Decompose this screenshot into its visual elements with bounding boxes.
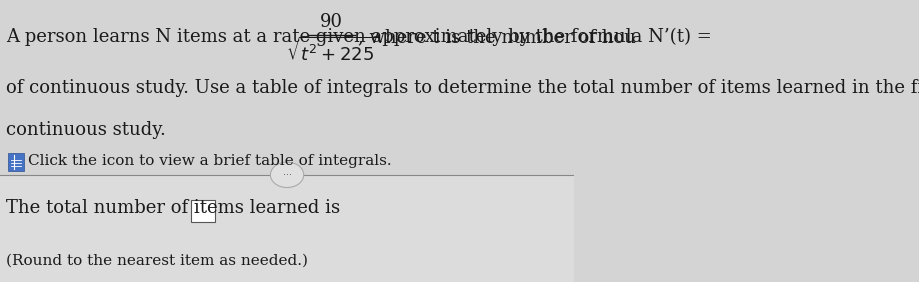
Text: A person learns N items at a rate given approximately by the formula N’(t) =: A person learns N items at a rate given … <box>6 28 717 47</box>
Text: continuous study.: continuous study. <box>6 121 165 139</box>
Text: , where t is the number of hou: , where t is the number of hou <box>357 28 635 46</box>
Text: (Round to the nearest item as needed.): (Round to the nearest item as needed.) <box>6 254 308 268</box>
Text: ···: ··· <box>282 170 291 180</box>
Text: $\sqrt{t^2+225}$: $\sqrt{t^2+225}$ <box>286 37 378 65</box>
Ellipse shape <box>270 162 303 188</box>
FancyBboxPatch shape <box>191 200 215 222</box>
FancyBboxPatch shape <box>0 0 573 175</box>
FancyBboxPatch shape <box>0 175 573 282</box>
FancyBboxPatch shape <box>8 153 24 171</box>
Text: of continuous study. Use a table of integrals to determine the total number of i: of continuous study. Use a table of inte… <box>6 79 919 97</box>
Text: Click the icon to view a brief table of integrals.: Click the icon to view a brief table of … <box>28 154 391 168</box>
Text: 90: 90 <box>320 13 343 31</box>
Text: The total number of items learned is: The total number of items learned is <box>6 199 339 217</box>
